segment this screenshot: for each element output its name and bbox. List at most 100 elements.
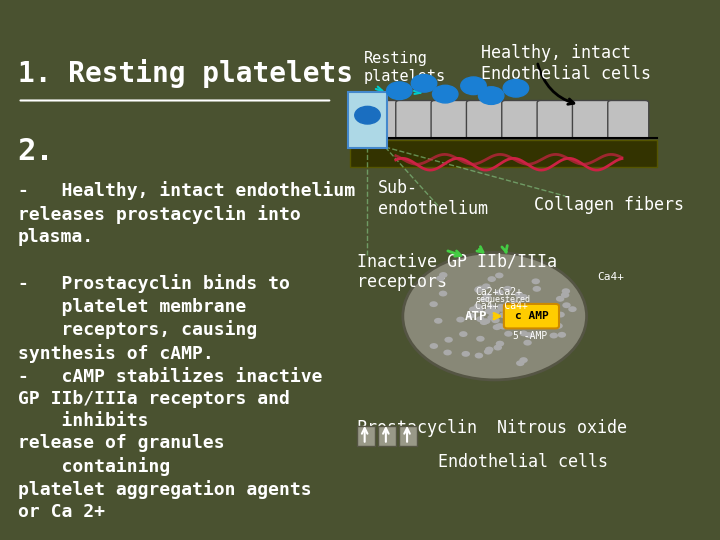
Circle shape [476, 316, 485, 322]
Circle shape [474, 287, 483, 293]
Circle shape [512, 308, 521, 314]
FancyBboxPatch shape [431, 100, 472, 140]
Circle shape [510, 314, 518, 320]
Circle shape [493, 345, 502, 350]
Text: -   Healthy, intact endothelium
releases prostacyclin into
plasma.: - Healthy, intact endothelium releases p… [18, 181, 355, 246]
Circle shape [436, 275, 445, 281]
Circle shape [482, 284, 490, 289]
Circle shape [562, 302, 571, 308]
Circle shape [503, 79, 528, 97]
Circle shape [519, 330, 528, 336]
Circle shape [533, 286, 541, 292]
FancyBboxPatch shape [504, 304, 559, 328]
Circle shape [508, 321, 516, 327]
Circle shape [515, 320, 523, 326]
Text: Endothelial cells: Endothelial cells [438, 454, 608, 471]
Circle shape [482, 293, 491, 299]
FancyBboxPatch shape [396, 100, 437, 140]
Circle shape [487, 276, 496, 282]
Circle shape [507, 321, 516, 327]
Circle shape [524, 332, 533, 338]
Circle shape [568, 306, 577, 312]
Text: Resting
platelets: Resting platelets [364, 51, 446, 84]
Circle shape [523, 340, 532, 346]
FancyBboxPatch shape [608, 100, 649, 140]
Circle shape [491, 309, 500, 315]
Circle shape [480, 319, 488, 325]
Circle shape [456, 316, 464, 322]
FancyBboxPatch shape [348, 92, 387, 148]
Circle shape [474, 286, 483, 292]
Circle shape [499, 312, 508, 318]
Circle shape [499, 323, 508, 329]
Circle shape [490, 311, 498, 317]
Circle shape [562, 288, 570, 294]
FancyBboxPatch shape [467, 100, 508, 140]
Circle shape [531, 279, 540, 284]
Bar [400, 427, 417, 446]
Circle shape [433, 85, 458, 103]
Circle shape [561, 292, 570, 298]
FancyBboxPatch shape [357, 100, 398, 140]
Circle shape [503, 286, 512, 292]
Circle shape [444, 337, 453, 343]
Circle shape [531, 312, 540, 318]
Circle shape [402, 252, 587, 380]
Circle shape [495, 289, 504, 295]
Circle shape [487, 308, 495, 314]
FancyBboxPatch shape [572, 100, 613, 140]
FancyBboxPatch shape [537, 100, 578, 140]
Text: 1. Resting platelets: 1. Resting platelets [18, 59, 353, 88]
Circle shape [479, 87, 504, 104]
Circle shape [504, 307, 513, 313]
Circle shape [495, 273, 503, 279]
Circle shape [504, 331, 513, 337]
Text: ATP: ATP [464, 309, 487, 323]
Circle shape [484, 349, 492, 355]
Circle shape [482, 318, 490, 324]
Text: 2.: 2. [18, 137, 55, 166]
Circle shape [469, 307, 477, 312]
Circle shape [557, 332, 566, 338]
Circle shape [461, 77, 486, 94]
Circle shape [474, 353, 483, 359]
Text: Sub-
endothelium: Sub- endothelium [378, 179, 488, 218]
Circle shape [492, 324, 501, 330]
Circle shape [476, 336, 485, 342]
Circle shape [481, 296, 489, 302]
Circle shape [495, 341, 504, 347]
Circle shape [485, 308, 493, 314]
Text: -   Prostacyclin binds to
    platelet membrane
    receptors, causing
synthesis: - Prostacyclin binds to platelet membran… [18, 274, 289, 363]
Circle shape [491, 318, 500, 323]
Circle shape [430, 343, 438, 349]
Text: Ca4+: Ca4+ [597, 272, 624, 282]
Circle shape [487, 308, 496, 314]
Circle shape [495, 323, 504, 329]
Circle shape [556, 296, 564, 302]
Text: 5'-AMP: 5'-AMP [513, 331, 548, 341]
Text: sequestered: sequestered [475, 294, 530, 303]
Text: Ca4+ Ca4+: Ca4+ Ca4+ [475, 301, 528, 312]
Text: Healthy, intact
Endothelial cells: Healthy, intact Endothelial cells [480, 44, 651, 83]
Circle shape [475, 307, 483, 313]
Circle shape [355, 106, 380, 124]
Circle shape [552, 321, 560, 327]
Circle shape [519, 294, 528, 300]
Circle shape [554, 323, 563, 329]
Circle shape [487, 305, 495, 310]
Bar [350, 140, 657, 167]
Circle shape [510, 300, 519, 306]
Circle shape [515, 292, 523, 298]
Bar [378, 427, 396, 446]
Circle shape [510, 316, 518, 322]
Circle shape [519, 357, 528, 363]
FancyBboxPatch shape [502, 100, 543, 140]
Circle shape [462, 351, 470, 357]
Circle shape [474, 303, 482, 309]
Circle shape [516, 308, 524, 314]
Circle shape [549, 333, 558, 339]
Text: -   cAMP stabilizes inactive
GP IIb/IIIa receptors and
    inhibits
release of g: - cAMP stabilizes inactive GP IIb/IIIa r… [18, 368, 322, 522]
Text: Ca2+Ca2+: Ca2+Ca2+ [475, 287, 522, 296]
Text: c AMP: c AMP [515, 311, 549, 321]
Text: Prostacyclin  Nitrous oxide: Prostacyclin Nitrous oxide [357, 419, 627, 437]
